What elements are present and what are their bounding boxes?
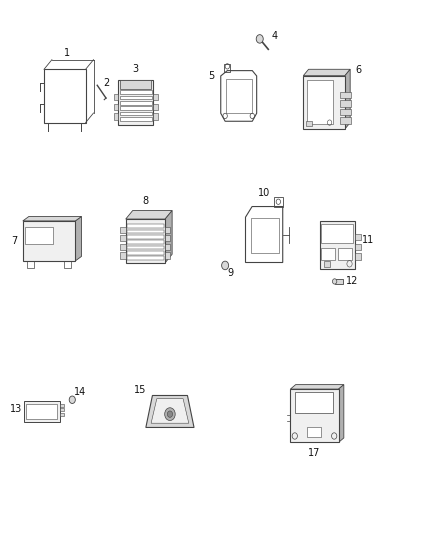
Text: 9: 9 [227, 268, 233, 278]
Bar [303, 76, 345, 129]
Bar [340, 117, 350, 124]
Bar [153, 94, 158, 100]
Bar [126, 219, 165, 263]
Polygon shape [339, 385, 344, 442]
Bar [127, 235, 164, 239]
Bar [120, 101, 152, 104]
Bar [60, 404, 64, 407]
Text: 3: 3 [133, 64, 139, 74]
Bar [338, 247, 352, 260]
Bar [114, 103, 118, 110]
Polygon shape [303, 69, 350, 76]
Bar [120, 111, 152, 115]
Bar [321, 224, 353, 243]
Circle shape [332, 279, 337, 284]
Bar [120, 227, 126, 233]
Polygon shape [290, 385, 344, 389]
Bar [290, 389, 339, 442]
Bar [64, 261, 71, 269]
Bar [324, 261, 330, 267]
Bar [224, 64, 230, 72]
Bar [24, 401, 60, 422]
Text: 5: 5 [208, 71, 214, 81]
Polygon shape [146, 395, 194, 427]
Bar [23, 221, 75, 261]
Bar [127, 246, 164, 249]
Circle shape [69, 396, 75, 403]
Polygon shape [75, 216, 81, 261]
Polygon shape [345, 69, 350, 129]
Bar [355, 253, 361, 260]
Bar [120, 106, 152, 110]
Bar [165, 252, 170, 259]
Text: 10: 10 [258, 188, 270, 198]
Bar [127, 224, 164, 228]
Bar [340, 92, 350, 98]
Bar [321, 247, 335, 260]
Circle shape [167, 411, 173, 417]
Circle shape [165, 408, 175, 421]
Bar [120, 235, 126, 241]
Text: 15: 15 [134, 385, 147, 395]
Bar [340, 109, 350, 115]
Bar [251, 219, 279, 253]
Circle shape [256, 35, 263, 43]
Text: 12: 12 [346, 277, 358, 286]
Bar [120, 95, 152, 99]
Bar [120, 117, 152, 120]
Text: 1: 1 [64, 49, 70, 58]
Bar [355, 234, 361, 240]
Polygon shape [23, 216, 81, 221]
Bar [120, 244, 126, 250]
Bar [226, 78, 252, 114]
Text: 13: 13 [10, 404, 22, 414]
Bar [153, 113, 158, 119]
Bar [120, 90, 152, 94]
Circle shape [222, 261, 229, 270]
Bar [165, 235, 170, 241]
Bar [340, 100, 350, 107]
Bar [127, 256, 164, 260]
Bar [320, 221, 355, 269]
Text: 17: 17 [308, 448, 321, 458]
Text: 14: 14 [74, 387, 86, 397]
Bar [153, 103, 158, 110]
Bar [305, 121, 312, 126]
Bar [127, 240, 164, 244]
Polygon shape [126, 211, 172, 219]
Bar [307, 80, 332, 124]
Text: 2: 2 [104, 78, 110, 88]
Text: 4: 4 [271, 31, 277, 41]
Bar [127, 230, 164, 233]
Polygon shape [165, 211, 172, 263]
Bar [120, 252, 126, 259]
Bar [27, 261, 34, 269]
Bar [165, 227, 170, 233]
Text: 6: 6 [355, 66, 361, 75]
Bar [118, 79, 153, 125]
Bar [335, 279, 343, 284]
Bar [295, 392, 333, 413]
Bar [25, 227, 53, 244]
Text: 11: 11 [362, 235, 374, 245]
Bar [307, 427, 321, 437]
Bar [114, 94, 118, 100]
Bar [355, 244, 361, 250]
Bar [60, 408, 64, 411]
Bar [114, 113, 118, 119]
Text: 8: 8 [142, 196, 148, 206]
Polygon shape [151, 399, 189, 423]
Bar [60, 413, 64, 416]
Bar [26, 404, 57, 419]
Text: 7: 7 [11, 236, 17, 246]
Bar [127, 251, 164, 255]
Bar [165, 244, 170, 250]
Bar [120, 79, 151, 89]
